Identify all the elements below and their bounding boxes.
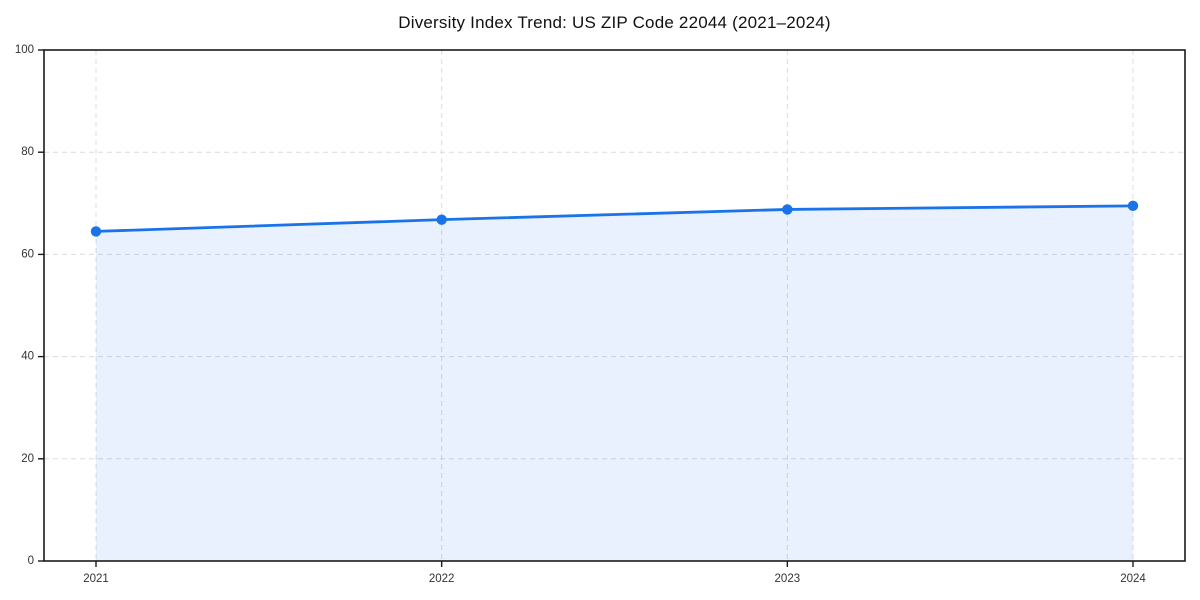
y-tick-label-100: 100	[15, 44, 34, 56]
y-tick-label-20: 20	[21, 453, 34, 465]
chart-title: Diversity Index Trend: US ZIP Code 22044…	[398, 13, 831, 32]
x-tick-label-2023: 2023	[775, 573, 801, 585]
x-tick-label-2022: 2022	[429, 573, 455, 585]
y-tick-label-40: 40	[21, 351, 34, 363]
x-tick-label-2024: 2024	[1120, 573, 1146, 585]
x-tick-label-2021: 2021	[83, 573, 109, 585]
data-point-2024	[1127, 200, 1139, 212]
y-tick-label-80: 80	[21, 146, 34, 158]
area-fill	[96, 205, 1133, 562]
data-point-2022	[436, 214, 447, 225]
data-point-2023	[782, 204, 793, 215]
data-point-2021	[90, 226, 102, 237]
y-tick-label-0: 0	[28, 555, 34, 567]
y-tick-label-60: 60	[21, 248, 34, 260]
plot-frame	[43, 49, 1186, 562]
trend-line	[94, 204, 1135, 233]
